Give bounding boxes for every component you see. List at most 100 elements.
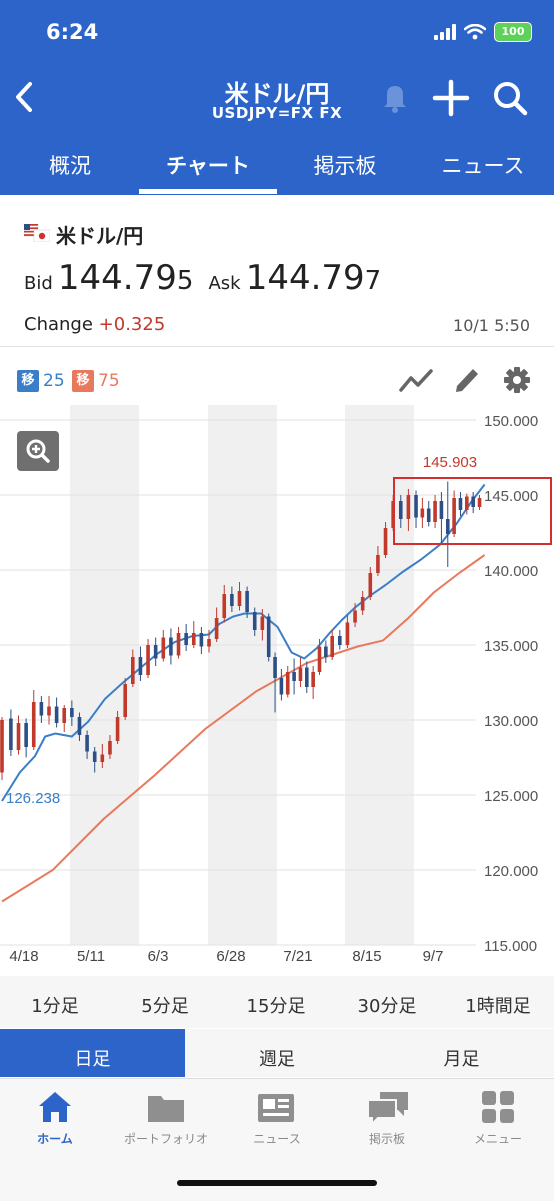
candle-body <box>305 667 309 687</box>
us-jp-flag-icon <box>24 224 50 242</box>
candle-body <box>131 657 135 684</box>
candle-body <box>398 501 403 519</box>
candle-body <box>452 498 456 534</box>
ask-label: Ask <box>208 273 241 294</box>
candle-body <box>439 501 444 519</box>
change-label: Change <box>24 314 93 335</box>
nav-board-label[interactable]: 掲示板 <box>368 1132 405 1146</box>
nav-portfolio-label[interactable]: ポートフォリオ <box>123 1132 208 1146</box>
candle-body <box>85 735 89 752</box>
search-icon[interactable] <box>490 78 530 118</box>
candle-body <box>161 637 166 659</box>
candle-body <box>0 720 4 773</box>
candle-body <box>273 657 277 678</box>
candle-body <box>191 633 196 645</box>
tab-news[interactable]: ニュース <box>441 154 525 178</box>
back-chevron-icon[interactable] <box>10 80 40 114</box>
candle-body <box>426 508 431 522</box>
timeframe-15min[interactable]: 15分足 <box>246 996 306 1017</box>
period-daily[interactable]: 日足 <box>74 1049 111 1070</box>
period-monthly[interactable]: 月足 <box>443 1049 480 1070</box>
status-icons: 100 <box>434 22 532 42</box>
price-chart[interactable]: 150.000 145.000 140.000 135.000 130.000 125.0… <box>0 405 554 975</box>
timeframe-row <box>0 976 554 1028</box>
timeframe-30min[interactable]: 30分足 <box>357 996 417 1017</box>
timeframe-1hour[interactable]: 1時間足 <box>465 996 531 1017</box>
candle-body <box>445 519 450 534</box>
x-tick-label: 5/11 <box>77 948 105 965</box>
ma25-badge[interactable]: 移 <box>17 370 39 392</box>
newspaper-icon[interactable] <box>256 1090 296 1124</box>
nav-home-label[interactable]: ホーム <box>37 1132 73 1146</box>
y-tick-label: 140.000 <box>484 563 538 580</box>
gear-icon[interactable] <box>502 364 532 396</box>
timeframe-5min[interactable]: 5分足 <box>141 996 189 1017</box>
timeframe-1min[interactable]: 1分足 <box>31 996 79 1017</box>
candle-body <box>222 594 227 618</box>
candle-body <box>176 633 181 656</box>
candle-body <box>54 706 59 723</box>
bid-ask-row: Bid 144.795 Ask 144.797 <box>24 258 381 298</box>
candle-body <box>414 495 418 518</box>
bell-icon[interactable] <box>378 80 412 114</box>
ma75-period[interactable]: 75 <box>98 371 120 391</box>
candle-body <box>31 702 36 747</box>
candle-body <box>279 678 284 695</box>
change-value: +0.325 <box>98 314 166 335</box>
ma75-badge[interactable]: 移 <box>72 370 94 392</box>
pencil-icon[interactable] <box>452 364 482 396</box>
candle-body <box>108 741 112 755</box>
x-tick-label: 7/21 <box>283 948 312 965</box>
chart-band <box>208 405 277 945</box>
candle-body <box>199 633 204 647</box>
x-tick-label: 4/18 <box>9 948 38 965</box>
chat-bubbles-icon[interactable] <box>366 1090 410 1126</box>
ask-price: 144.79 <box>245 258 365 298</box>
high-label: 145.903 <box>423 454 477 471</box>
highlight-box <box>393 477 552 545</box>
candle-body <box>360 597 365 611</box>
candle-body <box>230 594 234 606</box>
candle-body <box>115 717 120 741</box>
candle-body <box>311 672 315 687</box>
change-row: Change +0.325 <box>24 314 165 335</box>
page-title: 米ドル/円 <box>224 80 330 108</box>
candle-body <box>237 591 242 606</box>
tab-board[interactable]: 掲示板 <box>313 154 377 178</box>
candle-body <box>252 612 257 630</box>
grid-menu-icon[interactable] <box>480 1090 516 1124</box>
candle-body <box>184 633 188 645</box>
candle-body <box>353 610 357 623</box>
chart-band <box>70 405 139 945</box>
y-tick-label: 125.000 <box>484 788 538 805</box>
candle-body <box>292 672 296 681</box>
cellular-signal-icon <box>434 24 456 40</box>
y-tick-label: 150.000 <box>484 413 538 430</box>
x-tick-label: 6/28 <box>216 948 245 965</box>
candle-body <box>285 672 290 695</box>
period-weekly[interactable]: 週足 <box>259 1049 295 1070</box>
battery-icon: 100 <box>494 22 532 42</box>
tab-chart[interactable]: チャート <box>166 154 250 178</box>
candle-body <box>62 708 67 723</box>
nav-news-label[interactable]: ニュース <box>253 1132 301 1146</box>
tab-overview[interactable]: 概況 <box>49 154 91 178</box>
ma25-period[interactable]: 25 <box>43 371 65 391</box>
nav-menu-label[interactable]: メニュー <box>473 1132 522 1146</box>
candle-body <box>458 498 463 510</box>
candle-body <box>9 718 13 750</box>
plus-icon[interactable] <box>432 78 470 118</box>
y-tick-label: 145.000 <box>484 488 538 505</box>
line-chart-icon[interactable] <box>398 366 434 396</box>
bid-price-last-digit: 5 <box>176 266 194 296</box>
home-icon[interactable] <box>37 1090 73 1124</box>
folder-icon[interactable] <box>146 1090 186 1124</box>
zoom-button[interactable] <box>17 431 59 471</box>
candle-body <box>317 646 322 672</box>
candle-body <box>123 684 127 717</box>
candle-body <box>465 496 469 510</box>
candle-body <box>207 639 211 647</box>
candle-body <box>92 751 97 762</box>
candle-body <box>77 717 82 735</box>
candle-body <box>100 754 105 762</box>
